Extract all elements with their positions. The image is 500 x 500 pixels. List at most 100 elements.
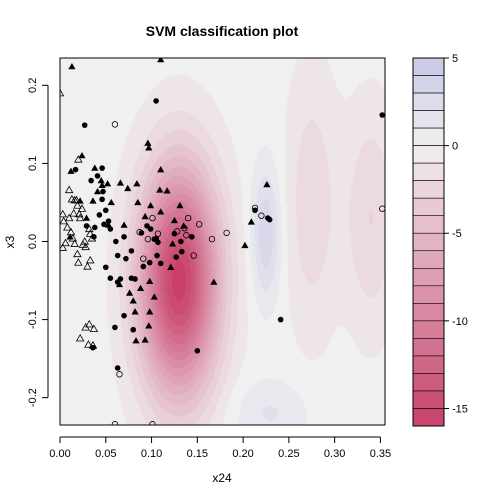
colorbar-tick-label: -15 bbox=[452, 403, 468, 415]
data-point-filled-circle bbox=[173, 254, 180, 260]
data-point-filled-triangle bbox=[104, 221, 113, 228]
data-point-filled-triangle bbox=[131, 308, 139, 315]
data-point-filled-triangle bbox=[107, 198, 115, 206]
data-point-filled-circle bbox=[123, 255, 129, 262]
data-point-filled-circle bbox=[140, 263, 147, 270]
y-tick-label: 0.2 bbox=[27, 78, 39, 93]
colorbar-band bbox=[412, 390, 445, 409]
data-point-open-triangle bbox=[64, 185, 74, 194]
colorbar-band bbox=[412, 162, 445, 181]
colorbar-axis: 5 0 -5 -10 -15 bbox=[444, 53, 468, 415]
colorbar-band bbox=[412, 338, 445, 357]
data-point-filled-circle bbox=[252, 207, 258, 214]
data-point-filled-triangle bbox=[157, 208, 165, 215]
colorbar-band bbox=[412, 75, 445, 94]
data-point-open-triangle bbox=[60, 216, 68, 225]
data-point-filled-circle bbox=[105, 218, 112, 224]
data-point-open-triangle bbox=[60, 88, 65, 97]
y-axis-label: x3 bbox=[3, 235, 17, 248]
data-point-open-circle bbox=[111, 121, 119, 128]
data-point-filled-triangle bbox=[157, 58, 165, 63]
data-point-open-triangle bbox=[64, 213, 74, 222]
data-point-filled-circle bbox=[171, 230, 178, 237]
data-point-open-circle bbox=[223, 229, 230, 237]
data-point-open-triangle bbox=[60, 209, 68, 218]
data-point-filled-circle bbox=[128, 248, 135, 254]
data-point-filled-triangle bbox=[141, 336, 149, 343]
data-point-filled-triangle bbox=[98, 181, 106, 188]
colorbar-band bbox=[412, 92, 445, 111]
data-point-filled-circle bbox=[132, 276, 138, 282]
data-point-filled-circle bbox=[178, 238, 184, 245]
data-point-filled-circle bbox=[88, 177, 94, 184]
x-tick-label: 0.05 bbox=[95, 448, 116, 460]
data-point-filled-triangle bbox=[145, 322, 153, 329]
colorbar-band bbox=[412, 250, 445, 269]
data-point-open-circle bbox=[149, 214, 156, 222]
x-tick-label: 0.25 bbox=[278, 448, 299, 460]
data-point-filled-triangle bbox=[167, 263, 175, 270]
data-point-open-triangle bbox=[66, 227, 76, 236]
data-point-open-triangle bbox=[60, 243, 68, 251]
data-point-filled-triangle bbox=[241, 241, 249, 249]
data-point-filled-circle bbox=[112, 324, 118, 331]
colorbar-band bbox=[412, 110, 445, 129]
data-point-open-triangle bbox=[89, 324, 99, 333]
data-point-open-circle bbox=[184, 214, 192, 222]
x-axis-label: x24 bbox=[212, 471, 232, 485]
colorbar-tick-label: -5 bbox=[452, 228, 462, 240]
data-point-filled-circle bbox=[121, 234, 127, 240]
data-point-open-triangle bbox=[63, 223, 72, 231]
data-point-filled-circle bbox=[146, 259, 153, 266]
data-point-open-circle bbox=[195, 221, 203, 228]
data-point-filled-triangle bbox=[76, 197, 84, 204]
data-point-open-circle bbox=[136, 228, 143, 236]
data-point-open-circle bbox=[258, 212, 265, 219]
data-point-filled-triangle bbox=[68, 62, 76, 70]
data-point-filled-triangle bbox=[263, 180, 271, 188]
data-point-filled-circle bbox=[94, 173, 101, 179]
data-point-filled-circle bbox=[83, 223, 90, 229]
y-tick-label: -0.2 bbox=[27, 388, 39, 407]
colorbar-band bbox=[412, 355, 445, 374]
data-point-filled-triangle bbox=[169, 240, 177, 247]
data-point-filled-circle bbox=[100, 188, 106, 195]
colorbar-band bbox=[412, 57, 445, 76]
data-point-filled-triangle bbox=[170, 216, 179, 224]
data-point-filled-triangle bbox=[132, 337, 140, 344]
data-point-open-triangle bbox=[75, 213, 85, 222]
colorbar-band bbox=[412, 285, 445, 304]
x-tick-label: 0.15 bbox=[187, 448, 208, 460]
data-point-filled-triangle bbox=[157, 166, 165, 173]
data-point-open-circle bbox=[144, 235, 152, 243]
data-point-filled-triangle bbox=[150, 293, 158, 300]
data-point-filled-triangle bbox=[144, 139, 152, 146]
data-point-filled-triangle bbox=[136, 284, 145, 292]
data-point-open-triangle bbox=[69, 208, 79, 217]
data-point-open-triangle bbox=[74, 258, 83, 266]
data-point-filled-circle bbox=[154, 252, 160, 259]
data-point-filled-triangle bbox=[93, 187, 102, 195]
data-point-open-circle bbox=[149, 421, 156, 425]
data-point-filled-triangle bbox=[179, 222, 188, 229]
data-point-filled-triangle bbox=[147, 201, 155, 209]
data-point-filled-circle bbox=[101, 221, 107, 228]
data-point-filled-circle bbox=[277, 316, 284, 323]
data-point-filled-circle bbox=[189, 234, 195, 240]
x-axis: 0.00 0.05 0.10 0.15 0.20 0.25 0.30 0.35 bbox=[49, 436, 391, 460]
data-point-filled-triangle bbox=[247, 218, 255, 225]
data-point-filled-triangle bbox=[97, 176, 105, 184]
data-point-open-triangle bbox=[81, 322, 90, 331]
data-point-open-triangle bbox=[85, 229, 95, 237]
colorbar-band bbox=[412, 232, 445, 252]
data-point-open-circle bbox=[208, 235, 216, 243]
data-point-filled-triangle bbox=[104, 180, 112, 187]
data-point-open-triangle bbox=[84, 340, 93, 348]
data-point-filled-triangle bbox=[115, 280, 124, 288]
data-point-filled-circle bbox=[121, 312, 127, 319]
data-point-filled-triangle bbox=[134, 198, 142, 206]
x-tick-label: 0.10 bbox=[141, 448, 162, 460]
data-point-open-triangle bbox=[88, 340, 98, 349]
data-point-open-triangle bbox=[77, 204, 87, 212]
